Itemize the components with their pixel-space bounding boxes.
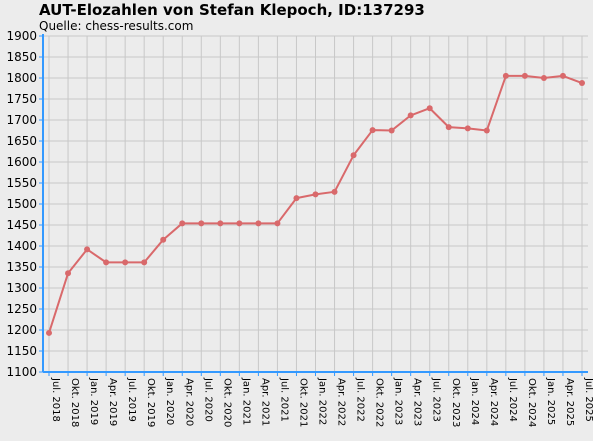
x-tick-label: Jan. 2019 (88, 377, 99, 425)
data-point (141, 259, 148, 266)
data-point (217, 220, 224, 227)
x-tick-label: Jul. 2022 (355, 377, 366, 422)
data-point (540, 75, 547, 81)
x-tick-label: Jan. 2020 (164, 377, 175, 425)
y-tick-label: 1750 (6, 92, 37, 106)
data-point (312, 191, 319, 198)
y-tick-label: 1150 (6, 344, 37, 358)
x-tick-label: Apr. 2025 (564, 378, 575, 426)
y-tick-label: 1200 (6, 323, 37, 337)
data-point (160, 236, 167, 243)
x-tick-label: Jul. 2023 (431, 377, 442, 422)
x-tick-label: Apr. 2019 (107, 378, 118, 426)
x-tick-label: Okt. 2024 (526, 378, 537, 427)
x-tick-label: Okt. 2019 (145, 378, 156, 427)
y-tick-label: 1400 (6, 239, 37, 253)
data-point (559, 72, 566, 79)
x-tick-label: Apr. 2023 (412, 378, 423, 426)
x-tick-label: Jan. 2021 (240, 377, 251, 425)
data-point (350, 152, 357, 159)
y-tick-label: 1850 (6, 50, 37, 64)
x-tick-label: Okt. 2022 (374, 378, 385, 427)
x-tick-label: Jul. 2021 (278, 377, 289, 422)
y-tick-label: 1650 (6, 134, 37, 148)
data-point (274, 220, 281, 227)
x-tick-label: Jan. 2023 (393, 377, 404, 425)
data-point (407, 112, 414, 119)
data-point (293, 195, 300, 202)
y-tick-label: 1350 (6, 260, 37, 274)
x-tick-label: Okt. 2021 (297, 378, 308, 427)
chart-title: AUT-Elozahlen von Stefan Klepoch, ID:137… (39, 1, 425, 19)
data-point (579, 80, 585, 87)
data-point (122, 259, 129, 266)
data-point (179, 220, 186, 227)
x-tick-label: Apr. 2024 (488, 378, 499, 426)
data-point (388, 127, 395, 134)
data-point (331, 188, 338, 195)
data-point (483, 127, 490, 134)
x-tick-label: Apr. 2021 (259, 378, 270, 426)
y-tick-label: 1500 (6, 197, 37, 211)
data-point (46, 329, 52, 336)
data-point (84, 246, 91, 253)
y-tick-label: 1450 (6, 218, 37, 232)
y-tick-label: 1600 (6, 155, 37, 169)
x-tick-label: Jan. 2022 (317, 377, 328, 425)
data-point (426, 105, 433, 112)
x-tick-label: Okt. 2020 (221, 378, 232, 427)
chart-subtitle: Quelle: chess-results.com (39, 19, 194, 33)
data-point (236, 220, 243, 227)
data-point (521, 72, 528, 79)
y-tick-label: 1300 (6, 281, 37, 295)
data-point (502, 72, 509, 79)
data-point (464, 125, 471, 132)
x-tick-label: Okt. 2023 (450, 378, 461, 427)
x-tick-label: Jul. 2025 (583, 377, 593, 422)
x-tick-label: Apr. 2022 (336, 378, 347, 426)
data-point (445, 124, 452, 131)
x-tick-label: Jul. 2024 (507, 377, 518, 422)
y-tick-label: 1900 (6, 29, 37, 43)
x-tick-label: Jul. 2019 (126, 377, 137, 422)
data-point (198, 220, 205, 227)
y-tick-label: 1550 (6, 176, 37, 190)
y-tick-label: 1700 (6, 113, 37, 127)
x-tick-label: Jan. 2024 (469, 377, 480, 425)
y-tick-label: 1100 (6, 365, 37, 379)
x-tick-label: Jan. 2025 (545, 377, 556, 425)
data-point (65, 270, 72, 277)
data-point (255, 220, 262, 227)
y-tick-label: 1250 (6, 302, 37, 316)
data-point (103, 259, 110, 266)
x-tick-label: Okt. 2018 (69, 378, 80, 427)
x-tick-label: Jul. 2020 (202, 377, 213, 422)
data-point (369, 127, 376, 134)
x-tick-label: Jul. 2018 (50, 377, 61, 422)
y-tick-label: 1800 (6, 71, 37, 85)
x-tick-label: Apr. 2020 (183, 378, 194, 426)
